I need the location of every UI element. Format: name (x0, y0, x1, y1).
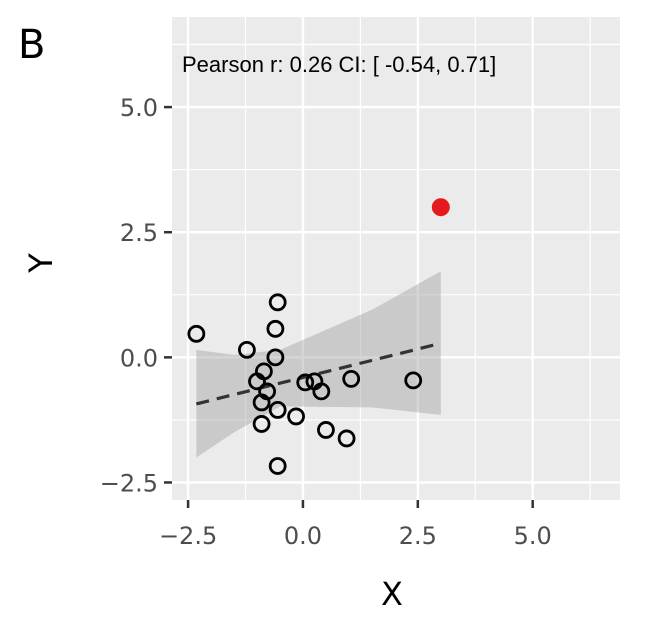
y-axis-title: Y (22, 253, 60, 274)
data-point (404, 371, 423, 390)
y-tick-label: 0.0 (120, 344, 158, 372)
data-point (254, 362, 273, 381)
data-point (317, 421, 335, 439)
x-tick-label: 2.5 (399, 522, 437, 550)
data-point (342, 369, 361, 388)
x-tick-label: 5.0 (514, 522, 552, 550)
data-point (312, 382, 331, 401)
x-axis-title: X (381, 575, 403, 613)
y-tick-label: −2.5 (100, 469, 158, 497)
outlier-point (431, 198, 450, 217)
panel-letter: B (18, 22, 45, 68)
data-point (337, 429, 356, 448)
y-tick-label: 2.5 (120, 219, 158, 247)
minor-gridlines (172, 17, 620, 500)
x-tick-label: 0.0 (284, 522, 322, 550)
data-point (252, 415, 271, 433)
data-point (268, 293, 287, 312)
data-point (296, 373, 315, 392)
x-axis: −2.5 0.0 2.5 5.0 (159, 500, 552, 550)
data-point (268, 401, 287, 419)
correlation-annotation: Pearson r: 0.26 CI: [ -0.54, 0.71] (182, 52, 496, 77)
y-tick-label: 5.0 (120, 94, 158, 122)
data-point (237, 340, 256, 359)
data-point (287, 407, 305, 426)
data-point (252, 393, 271, 412)
data-point (268, 457, 287, 475)
y-axis: −2.5 0.0 2.5 5.0 (100, 94, 172, 497)
data-point (266, 348, 285, 367)
x-tick-label: −2.5 (159, 522, 217, 550)
data-points (187, 293, 423, 475)
data-point (187, 324, 206, 343)
data-point (266, 319, 285, 338)
confidence-band (196, 271, 441, 458)
